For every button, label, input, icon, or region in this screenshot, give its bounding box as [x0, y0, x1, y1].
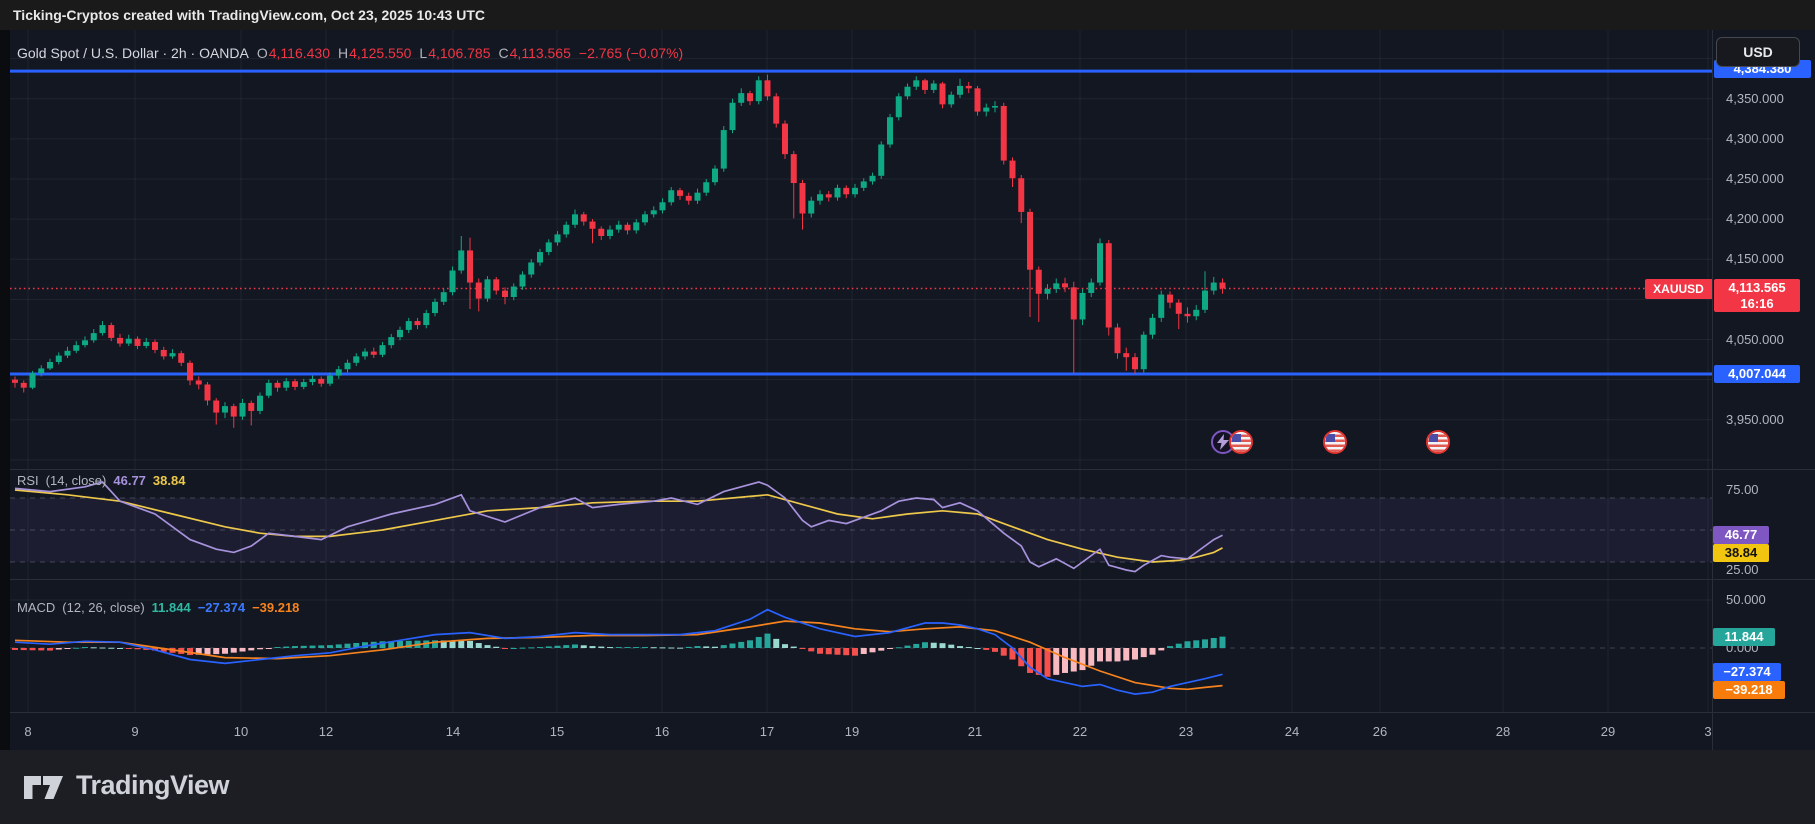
macd-legend-macd: −27.374	[197, 599, 246, 615]
ohlc-close: C 4,113.565	[498, 45, 571, 61]
rsi-ma-value-badge: 38.84	[1713, 544, 1769, 562]
last-price-badge: 4,113.565 16:16	[1714, 279, 1800, 312]
flag-canton	[1326, 434, 1335, 442]
rsi-value-badge: 46.77	[1713, 526, 1769, 544]
footer-bar	[0, 750, 1815, 824]
symbol-title[interactable]: Gold Spot / U.S. Dollar · 2h · OANDA	[17, 45, 249, 61]
tradingview-logo-icon	[24, 775, 63, 799]
brand-name: TradingView	[76, 770, 230, 800]
price-axis-label: 3,950.000	[1726, 411, 1784, 427]
time-axis-label: 22	[1072, 724, 1088, 739]
rsi-legend-ma-value: 38.84	[152, 472, 186, 488]
time-axis-label: 16	[654, 724, 670, 739]
rsi-legend-value: 46.77	[113, 472, 146, 488]
price-axis-label: 4,150.000	[1726, 251, 1784, 267]
time-axis-label: 21	[967, 724, 983, 739]
time-axis-label: 24	[1284, 724, 1300, 739]
time-axis-label: 12	[318, 724, 334, 739]
rsi-legend[interactable]: RSI (14, close) 46.77 38.84	[17, 472, 185, 488]
price-axis-label: 4,250.000	[1726, 171, 1784, 186]
time-axis-label: 8	[24, 724, 32, 739]
macd-axis-label: 50.000	[1726, 592, 1766, 607]
rsi-legend-params: (14, close)	[45, 472, 107, 488]
rsi-axis-label: 25.00	[1726, 562, 1759, 577]
macd-line-badge: −27.374	[1713, 663, 1781, 681]
time-axis-label: 23	[1178, 724, 1194, 739]
macd-legend-hist: 11.844	[151, 599, 191, 615]
header-note: Ticking-Cryptos created with TradingView…	[0, 0, 1815, 30]
us-flag-event-icon[interactable]	[1426, 430, 1450, 454]
lower-level-badge: 4,007.044	[1714, 365, 1800, 383]
macd-legend-params: (12, 26, close)	[62, 599, 145, 615]
left-margin-strip	[0, 30, 10, 750]
macd-signal-badge: −39.218	[1713, 681, 1785, 699]
time-axis-label: 19	[844, 724, 860, 739]
time-axis-label: 29	[1600, 724, 1616, 739]
time-axis-label: 17	[759, 724, 775, 739]
price-axis-label: 4,350.000	[1726, 90, 1784, 106]
header-note-text: Ticking-Cryptos created with TradingView…	[13, 7, 486, 23]
price-axis-label: 4,200.000	[1726, 211, 1784, 227]
time-axis-label: 9	[131, 724, 139, 739]
macd-hist-badge: 11.844	[1713, 628, 1775, 646]
time-axis-label: 28	[1495, 724, 1511, 739]
ohlc-high: H 4,125.550	[338, 45, 412, 61]
flag-canton	[1429, 434, 1438, 442]
time-axis-label: 15	[549, 724, 565, 739]
bar-countdown: 16:16	[1740, 296, 1774, 311]
macd-legend-signal: −39.218	[252, 599, 300, 615]
rsi-axis-label: 75.00	[1726, 482, 1759, 497]
flag-canton	[1232, 434, 1241, 442]
ohlc-open: O 4,116.430	[256, 45, 330, 61]
macd-legend-name: MACD	[17, 599, 56, 615]
time-axis-label: 14	[445, 724, 461, 739]
time-axis-label: 26	[1372, 724, 1388, 739]
price-axis-label: 4,300.000	[1726, 130, 1784, 146]
symbol-title-row: Gold Spot / U.S. Dollar · 2h · OANDA O 4…	[17, 44, 683, 62]
rsi-legend-name: RSI	[17, 472, 39, 488]
time-axis-label: 3	[1704, 724, 1712, 739]
last-price-value: 4,113.565	[1728, 280, 1786, 295]
ohlc-low: L 4,106.785	[419, 45, 491, 61]
time-axis-label: 10	[233, 724, 249, 739]
currency-button[interactable]: USD	[1716, 37, 1800, 67]
change-value: −2.765 (−0.07%)	[578, 45, 684, 61]
brand-logo[interactable]: TradingView	[22, 770, 230, 801]
macd-legend[interactable]: MACD (12, 26, close) 11.844 −27.374 −39.…	[17, 599, 299, 615]
us-flag-event-icon[interactable]	[1323, 430, 1347, 454]
symbol-price-tag: XAUUSD	[1645, 279, 1712, 299]
price-axis-label: 4,050.000	[1726, 331, 1784, 347]
us-flag-event-icon[interactable]	[1229, 430, 1253, 454]
